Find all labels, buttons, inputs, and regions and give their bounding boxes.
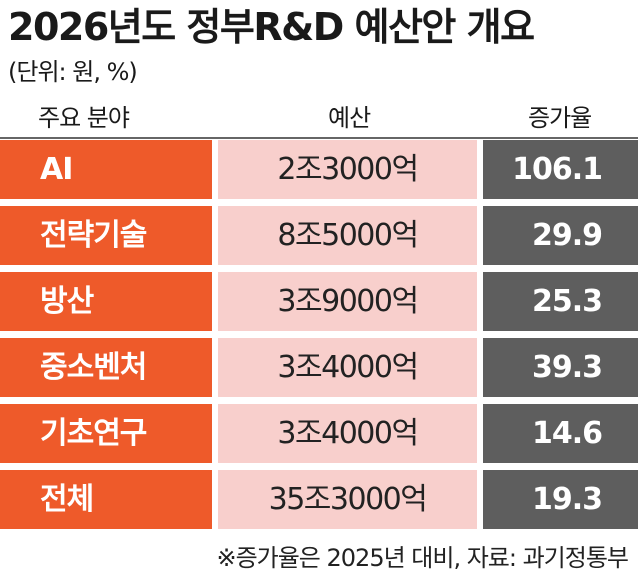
rate-cell: 106.1 — [483, 140, 638, 199]
area-cell: 중소벤처 — [0, 338, 212, 397]
rate-cell: 39.3 — [483, 338, 638, 397]
budget-cell: 8조5000억 — [218, 206, 477, 265]
area-cell: 전체 — [0, 470, 212, 529]
header-area: 주요 분야 — [38, 104, 130, 132]
area-cell: 전략기술 — [0, 206, 212, 265]
table-row-total: 전체 35조3000억 19.3 — [0, 470, 638, 529]
table-row: 중소벤처 3조4000억 39.3 — [0, 338, 638, 397]
table-row: 기초연구 3조4000억 14.6 — [0, 404, 638, 463]
budget-cell: 35조3000억 — [218, 470, 477, 529]
budget-cell: 3조4000억 — [218, 338, 477, 397]
area-cell: AI — [0, 140, 212, 199]
header-budget: 예산 — [328, 104, 371, 132]
unit-note: (단위: 원, %) — [8, 58, 138, 86]
area-cell: 방산 — [0, 272, 212, 331]
table-row: 전략기술 8조5000억 29.9 — [0, 206, 638, 265]
budget-cell: 2조3000억 — [218, 140, 477, 199]
rate-cell: 19.3 — [483, 470, 638, 529]
header-divider — [0, 137, 638, 139]
source-footnote: ※증가율은 2025년 대비, 자료: 과기정통부 — [216, 544, 629, 572]
table-row: AI 2조3000억 106.1 — [0, 140, 638, 199]
table-row: 방산 3조9000억 25.3 — [0, 272, 638, 331]
rate-cell: 29.9 — [483, 206, 638, 265]
page-title: 2026년도 정부R&D 예산안 개요 — [8, 5, 535, 49]
header-rate: 증가율 — [528, 104, 592, 132]
budget-cell: 3조9000억 — [218, 272, 477, 331]
budget-cell: 3조4000억 — [218, 404, 477, 463]
rate-cell: 14.6 — [483, 404, 638, 463]
table-header: 주요 분야 예산 증가율 — [0, 100, 638, 136]
area-cell: 기초연구 — [0, 404, 212, 463]
rate-cell: 25.3 — [483, 272, 638, 331]
